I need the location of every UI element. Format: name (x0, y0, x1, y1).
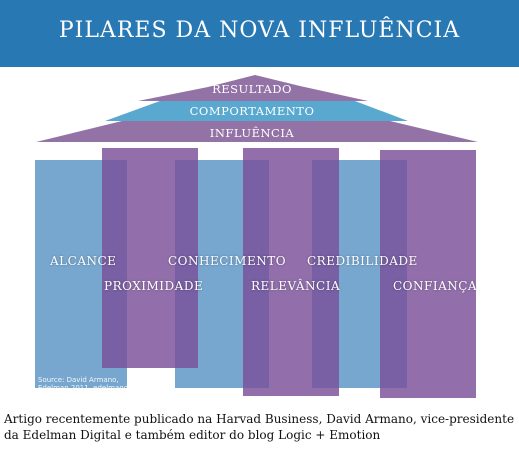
pillar-relevancia (243, 148, 339, 396)
pillar-confianca (380, 150, 476, 398)
pillar-label-credibilidade: CREDIBILIDADE (307, 254, 418, 268)
source-line-2: Edelman 2011, edelmandigital.com (38, 384, 163, 392)
roof-top-resultado (138, 75, 368, 101)
roof-bottom-influencia (36, 121, 478, 142)
page-title: PILARES DA NOVA INFLUÊNCIA (58, 18, 461, 43)
pillar-proximidade (102, 148, 198, 368)
source-note: Source: David Armano, Edelman 2011, edel… (38, 376, 198, 392)
pillar-label-relevancia: RELEVÂNCIA (251, 279, 341, 293)
title-banner: PILARES DA NOVA INFLUÊNCIA (0, 0, 519, 67)
pillar-label-confianca: CONFIANÇA (393, 279, 478, 293)
caption-text: Artigo recentemente publicado na Harvad … (4, 412, 515, 442)
pillar-label-conhecimento: CONHECIMENTO (168, 254, 287, 268)
roof-label-comportamento: COMPORTAMENTO (189, 104, 315, 118)
pillar-label-proximidade: PROXIMIDADE (104, 279, 204, 293)
roof-label-influencia: INFLUÊNCIA (209, 126, 295, 140)
roof-label-resultado: RESULTADO (212, 82, 292, 96)
pillar-label-alcance: ALCANCE (50, 254, 117, 268)
source-line-1: Source: David Armano, (38, 376, 119, 384)
roof-middle-comportamento (105, 101, 408, 121)
